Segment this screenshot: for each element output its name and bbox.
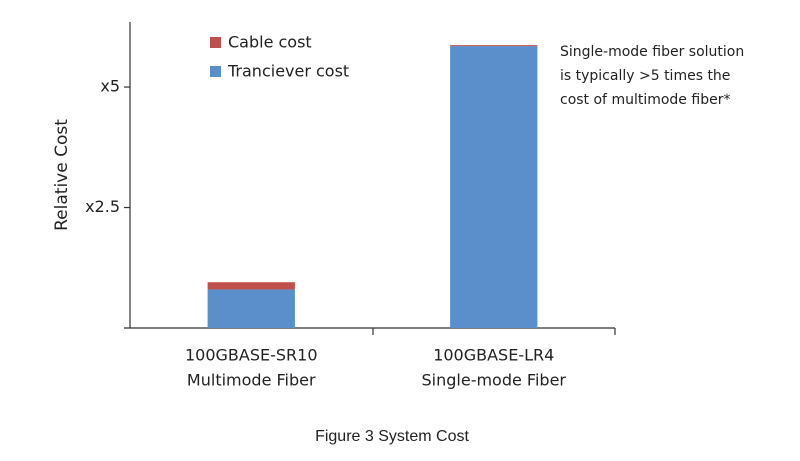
annotation: cost of multimode fiber*	[560, 92, 730, 108]
x-tick-label: Single-mode Fiber	[422, 371, 567, 390]
legend-swatch	[210, 66, 221, 77]
y-tick-label: x2.5	[85, 197, 120, 216]
bar-segment	[450, 46, 538, 329]
bar-segment	[450, 45, 538, 47]
x-tick-label: 100GBASE-LR4	[433, 346, 554, 365]
bar-segment	[207, 282, 295, 290]
caption: Figure 3 System Cost	[315, 428, 469, 445]
annotation: Single-mode fiber solution	[560, 44, 744, 60]
y-axis-label: Relative Cost	[52, 119, 72, 231]
legend-label: Cable cost	[228, 33, 312, 52]
x-tick-label: 100GBASE-SR10	[185, 346, 318, 365]
bar-segment	[207, 289, 295, 328]
legend-label: Tranciever cost	[227, 62, 349, 81]
annotation: is typically >5 times the	[560, 68, 730, 84]
y-tick-label: x5	[100, 77, 120, 96]
legend-swatch	[210, 37, 221, 48]
x-tick-label: Multimode Fiber	[187, 371, 316, 390]
